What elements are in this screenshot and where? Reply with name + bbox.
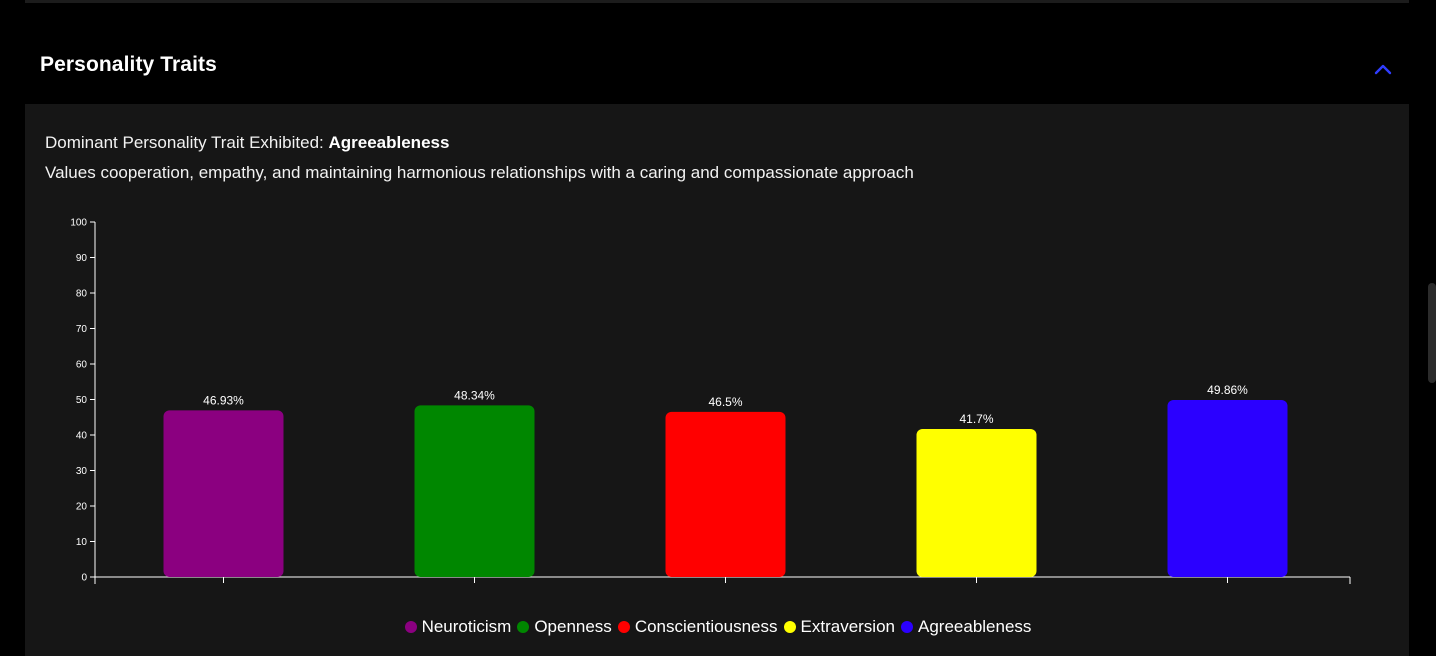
chart-legend: Neuroticism Openness Conscientiousness Extr… — [0, 612, 1436, 642]
legend-label: Extraversion — [800, 617, 895, 636]
y-tick-label: 100 — [70, 218, 87, 229]
y-tick-label: 10 — [76, 537, 88, 548]
collapse-button[interactable] — [1372, 59, 1394, 81]
legend-swatch — [517, 621, 530, 633]
data-label: 41.7% — [959, 412, 993, 426]
legend-item-neuroticism[interactable]: Neuroticism — [404, 617, 512, 637]
legend-swatch — [783, 621, 796, 633]
dominant-trait-value: Agreeableness — [328, 133, 450, 152]
bar-conscientiousness — [665, 411, 786, 577]
legend-label: Conscientiousness — [634, 617, 778, 636]
personality-bar-chart: 0 10 20 30 40 50 60 70 80 90 100 46.93% 48.34% 46.5% 4… — [70, 218, 1351, 584]
bar-agreeableness — [1167, 399, 1288, 577]
legend-swatch — [404, 621, 417, 633]
y-tick-label: 40 — [76, 431, 88, 442]
y-tick-label: 30 — [76, 466, 88, 477]
chevron-up-icon — [1374, 64, 1392, 75]
panel-title: Personality Traits — [40, 53, 217, 76]
trait-description: Values cooperation, empathy, and maintai… — [45, 163, 914, 182]
y-tick-label: 80 — [76, 289, 88, 300]
legend-swatch — [617, 621, 630, 633]
legend-label: Neuroticism — [421, 617, 512, 636]
bar-neuroticism — [163, 410, 284, 577]
y-tick-label: 60 — [76, 360, 88, 371]
page-scrollbar[interactable] — [1428, 283, 1436, 383]
top-divider — [25, 0, 1409, 3]
legend-label: Agreeableness — [918, 617, 1032, 636]
data-label: 46.93% — [203, 393, 244, 407]
y-tick-label: 70 — [76, 324, 88, 335]
data-label: 48.34% — [454, 388, 495, 402]
data-label: 46.5% — [708, 395, 742, 409]
y-tick-label: 90 — [76, 253, 88, 264]
legend-item-extraversion[interactable]: Extraversion — [783, 617, 895, 637]
data-label: 49.86% — [1207, 383, 1248, 397]
y-tick-label: 20 — [76, 502, 88, 513]
legend-label: Openness — [534, 617, 612, 636]
dominant-trait-prefix: Dominant Personality Trait Exhibited: — [45, 133, 324, 152]
legend-item-conscientiousness[interactable]: Conscientiousness — [617, 617, 778, 637]
legend-item-openness[interactable]: Openness — [517, 617, 612, 637]
y-tick-label: 0 — [81, 573, 87, 584]
bar-extraversion — [916, 428, 1037, 577]
panel-header[interactable]: Personality Traits — [25, 35, 1409, 104]
bar-openness — [414, 405, 535, 577]
legend-item-agreeableness[interactable]: Agreeableness — [901, 617, 1031, 637]
dominant-trait-line: Dominant Personality Trait Exhibited: Ag… — [45, 133, 449, 153]
legend-swatch — [901, 621, 913, 633]
y-tick-label: 50 — [76, 395, 88, 406]
